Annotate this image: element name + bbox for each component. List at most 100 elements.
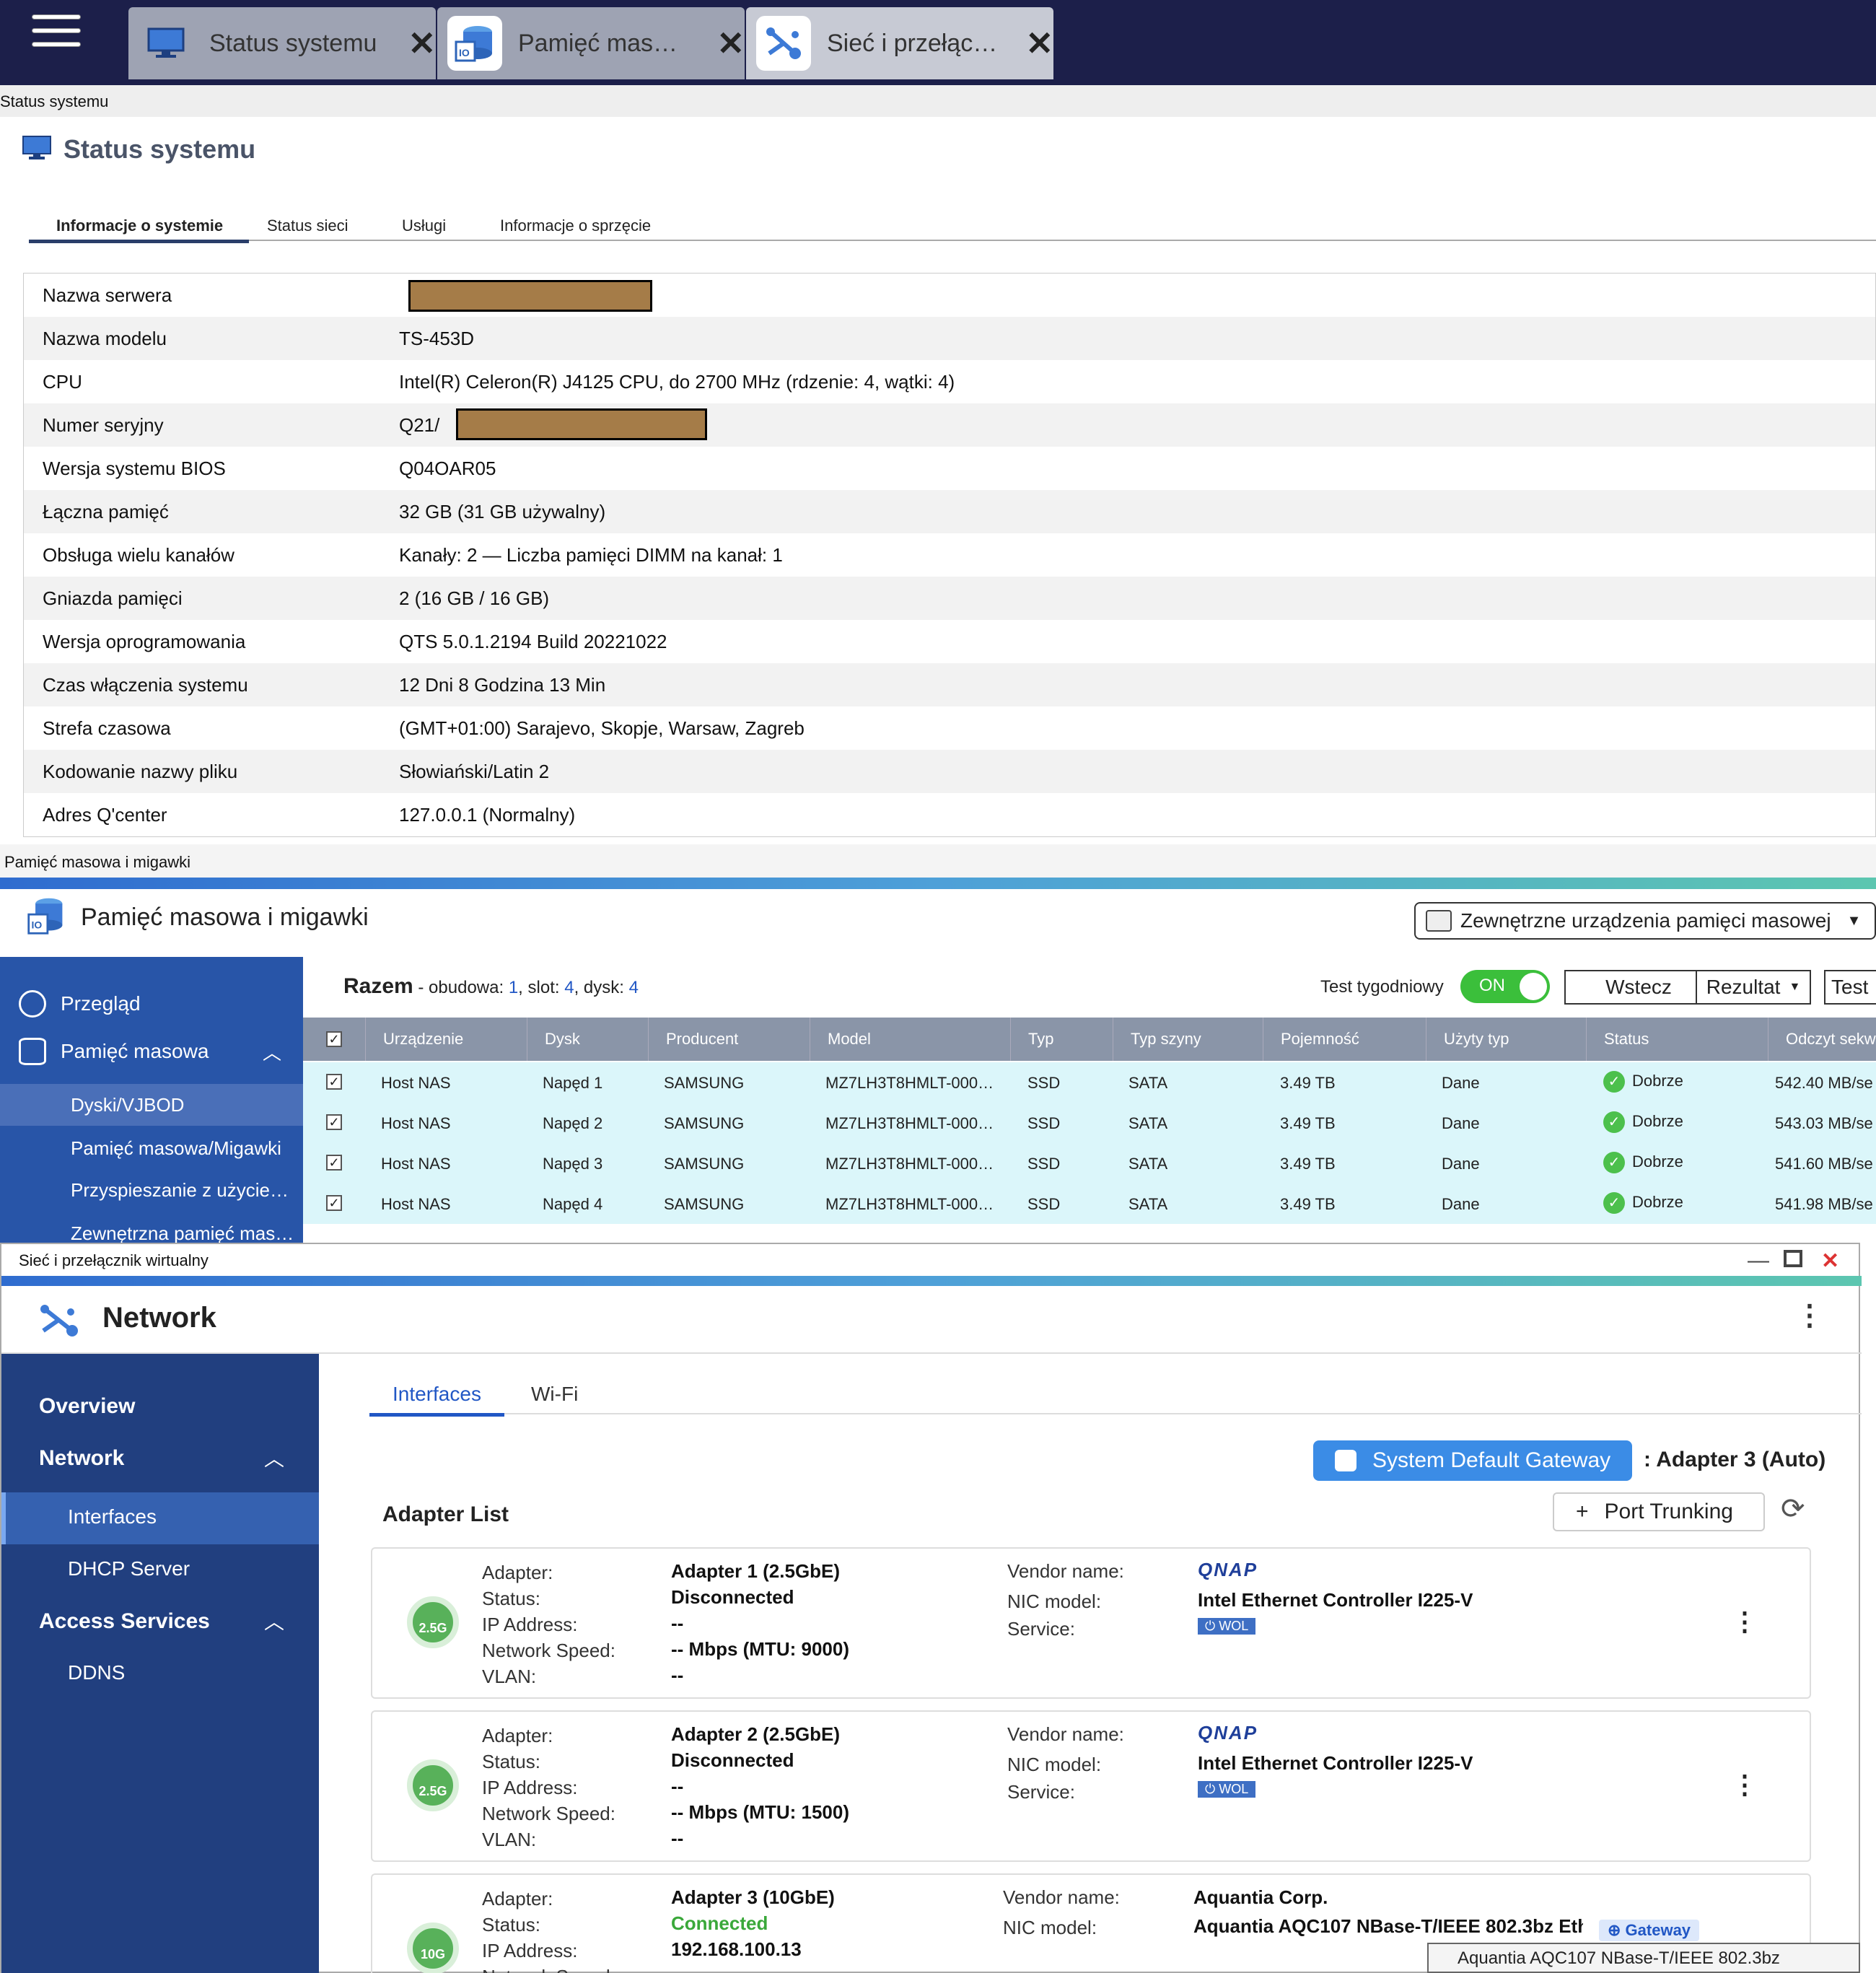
info-value: 2 (16 GB / 16 GB) — [399, 587, 550, 609]
network-icon — [38, 1302, 81, 1343]
info-value: Słowiański/Latin 2 — [399, 760, 550, 782]
sidebar-item-pamiec-masowa[interactable]: Pamięć masowa ︿ — [0, 1038, 303, 1065]
network-icon — [756, 16, 811, 71]
col-odczyt[interactable]: Odczyt sekw — [1768, 1018, 1876, 1061]
row-checkbox[interactable]: ✓ — [326, 1114, 342, 1130]
rezultat-button[interactable]: Rezultat ▼ — [1696, 970, 1811, 1005]
col-typ[interactable]: Typ — [1010, 1018, 1053, 1061]
wol-label: WOL — [1219, 1619, 1249, 1633]
close-icon[interactable]: ✕ — [408, 25, 436, 62]
label-speed: Network Speed: — [482, 1640, 615, 1661]
col-status[interactable]: Status — [1586, 1018, 1649, 1061]
maximize-icon[interactable] — [1784, 1250, 1802, 1267]
tab-pamiec-masowa[interactable]: IO Pamięć mas… ✕ — [437, 7, 745, 79]
sidebar-item-label: Przegląd — [61, 992, 141, 1015]
tooltip: Aquantia AQC107 NBase-T/IEEE 802.3bz — [1427, 1943, 1860, 1973]
chevron-up-icon[interactable]: ︿ — [264, 1448, 285, 1470]
adapter-card[interactable]: 10G Adapter: Status: IP Address: Network… — [371, 1873, 1811, 1973]
label-ip: IP Address: — [482, 1614, 578, 1635]
sidebar-item-interfaces[interactable]: Interfaces — [68, 1505, 157, 1528]
tab-status-sieci[interactable]: Status sieci — [267, 216, 349, 235]
col-dysk[interactable]: Dysk — [527, 1018, 580, 1061]
qnap-logo: QNAP — [1198, 1559, 1258, 1580]
label-ip: IP Address: — [482, 1777, 578, 1798]
database-icon — [19, 1038, 46, 1065]
system-default-gateway-button[interactable]: System Default Gateway — [1313, 1440, 1632, 1481]
close-icon[interactable]: ✕ — [716, 25, 745, 62]
info-row: Czas włączenia systemu 12 Dni 8 Godzina 1… — [24, 663, 1875, 706]
label-vlan: VLAN: — [482, 1829, 537, 1850]
info-key: CPU — [43, 370, 82, 393]
tab-informacje-o-systemie[interactable]: Informacje o systemie — [29, 216, 250, 243]
cell-model: MZ7LH3T8HMLT-000… — [825, 1074, 994, 1092]
more-options-icon[interactable]: ⋮ — [1795, 1300, 1824, 1331]
col-model[interactable]: Model — [810, 1018, 871, 1061]
tab-status-systemu[interactable]: Status systemu ✕ — [128, 7, 436, 79]
external-storage-dropdown[interactable]: Zewnętrzne urządzenia pamięci masowej ▼ — [1414, 902, 1876, 940]
status-text: Dobrze — [1632, 1192, 1683, 1211]
weekly-test-toggle[interactable]: ON — [1460, 970, 1550, 1003]
sidebar-item-network[interactable]: Network — [39, 1446, 125, 1470]
more-options-icon[interactable]: ⋮ — [1732, 1769, 1758, 1799]
close-icon[interactable]: ✕ — [1821, 1249, 1840, 1273]
row-checkbox[interactable]: ✓ — [326, 1074, 342, 1090]
minimize-icon[interactable]: — — [1748, 1248, 1769, 1272]
sidebar-item-access-services[interactable]: Access Services — [39, 1609, 210, 1633]
cell-bus: SATA — [1128, 1195, 1168, 1213]
info-row: CPU Intel(R) Celeron(R) J4125 CPU, do 270… — [24, 360, 1875, 403]
table-row[interactable]: ✓ Host NAS Napęd 2 SAMSUNG MZ7LH3T8HMLT-… — [303, 1103, 1876, 1143]
table-row[interactable]: ✓ Host NAS Napęd 1 SAMSUNG MZ7LH3T8HMLT-… — [303, 1062, 1876, 1103]
cell-disk: Napęd 2 — [543, 1114, 603, 1132]
row-checkbox[interactable]: ✓ — [326, 1155, 342, 1171]
col-pojemnosc[interactable]: Pojemność — [1263, 1018, 1359, 1061]
adapter-ip: 192.168.100.13 — [671, 1938, 802, 1960]
col-urzadzenie[interactable]: Urządzenie — [365, 1018, 463, 1061]
label-service: Service: — [1007, 1618, 1075, 1640]
label-nic: NIC model: — [1003, 1917, 1097, 1938]
nic-model: Aquantia AQC107 NBase-T/IEEE 802.3bz Eth… — [1193, 1915, 1583, 1937]
table-row[interactable]: ✓ Host NAS Napęd 3 SAMSUNG MZ7LH3T8HMLT-… — [303, 1143, 1876, 1184]
cell-use: Dane — [1442, 1195, 1480, 1213]
adapter-card[interactable]: 2.5G Adapter: Status: IP Address: Networ… — [371, 1547, 1811, 1699]
info-key: Wersja oprogramowania — [43, 630, 246, 652]
sidebar-item-przyspieszanie[interactable]: Przyspieszanie z użyciem… — [71, 1179, 299, 1201]
info-key: Czas włączenia systemu — [43, 673, 248, 696]
cell-vendor: SAMSUNG — [664, 1074, 745, 1092]
main-menu-icon[interactable] — [32, 6, 81, 58]
tab-informacje-o-sprzecie[interactable]: Informacje o sprzęcie — [500, 216, 652, 235]
refresh-icon[interactable]: ⟳ — [1781, 1493, 1805, 1525]
table-row[interactable]: ✓ Host NAS Napęd 4 SAMSUNG MZ7LH3T8HMLT-… — [303, 1184, 1876, 1224]
port-trunking-button[interactable]: + Port Trunking — [1553, 1492, 1765, 1531]
nic-model: Intel Ethernet Controller I225-V — [1198, 1589, 1473, 1611]
gradient-bar — [1, 1276, 1862, 1286]
wstecz-button[interactable]: Wstecz — [1564, 970, 1713, 1005]
sidebar-item-dyski-vjbod[interactable]: Dyski/VJBOD — [71, 1094, 185, 1116]
col-producent[interactable]: Producent — [648, 1018, 738, 1061]
summary-slot: 4 — [564, 978, 574, 997]
sidebar-item-dhcp-server[interactable]: DHCP Server — [68, 1557, 190, 1580]
more-options-icon[interactable]: ⋮ — [1732, 1606, 1758, 1636]
chevron-up-icon[interactable]: ︿ — [264, 1611, 285, 1633]
cell-model: MZ7LH3T8HMLT-000… — [825, 1195, 994, 1213]
col-uzyty-typ[interactable]: Użyty typ — [1426, 1018, 1509, 1061]
sidebar-selected-bg — [1, 1492, 319, 1544]
adapter-card[interactable]: 2.5G Adapter: Status: IP Address: Networ… — [371, 1710, 1811, 1862]
sidebar-item-overview[interactable]: Overview — [39, 1394, 136, 1418]
test-button[interactable]: Test — [1824, 970, 1876, 1005]
tab-siec[interactable]: Sieć i przełąc… ✕ — [746, 7, 1053, 79]
tab-interfaces[interactable]: Interfaces — [369, 1383, 504, 1417]
tab-uslugi[interactable]: Usługi — [402, 216, 447, 235]
sidebar-item-ddns[interactable]: DDNS — [68, 1661, 126, 1684]
sidebar-item-przeglad[interactable]: Przegląd — [0, 990, 303, 1018]
page-title: Network — [102, 1302, 216, 1334]
row-checkbox[interactable]: ✓ — [326, 1195, 342, 1211]
close-icon[interactable]: ✕ — [1025, 25, 1053, 62]
col-typ-szyny[interactable]: Typ szyny — [1113, 1018, 1201, 1061]
tab-label: Pamięć mas… — [518, 29, 678, 57]
select-all-checkbox[interactable]: ✓ — [326, 1031, 342, 1047]
cell-model: MZ7LH3T8HMLT-000… — [825, 1155, 994, 1173]
adapter-speed: -- Mbps (MTU: 9000) — [671, 1638, 849, 1660]
sidebar-item-pamiec-migawki[interactable]: Pamięć masowa/Migawki — [71, 1137, 281, 1159]
sidebar-item-zewnetrzna-pamiec[interactable]: Zewnętrzna pamięć maso… — [71, 1222, 299, 1244]
tab-wifi[interactable]: Wi-Fi — [531, 1383, 579, 1405]
